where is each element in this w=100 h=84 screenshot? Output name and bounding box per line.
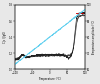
X-axis label: Temperature (°C): Temperature (°C) — [38, 77, 61, 81]
Y-axis label: Temperature amplitude (°C): Temperature amplitude (°C) — [92, 19, 96, 55]
Y-axis label: C'p (J/gK): C'p (J/gK) — [4, 31, 8, 43]
